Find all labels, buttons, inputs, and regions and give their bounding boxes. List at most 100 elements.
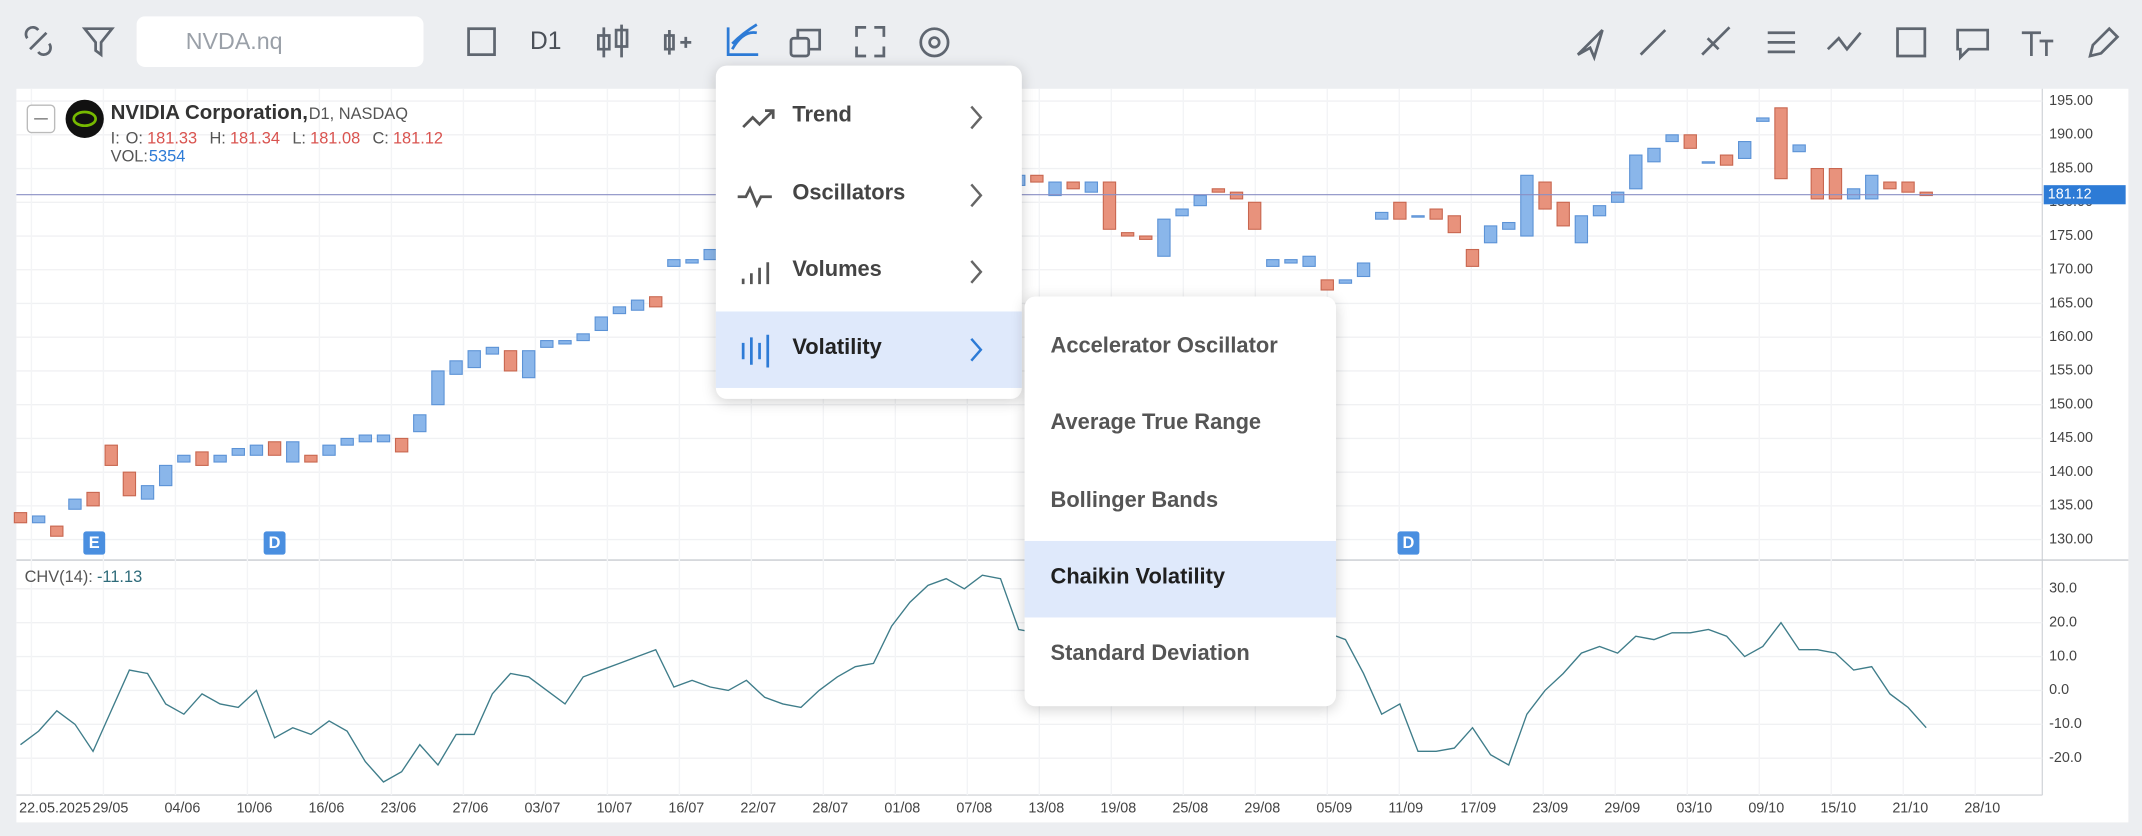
candle	[1738, 141, 1752, 159]
fullscreen-icon[interactable]	[855, 25, 886, 58]
symbol-name: NVIDIA Corporation,	[111, 101, 308, 124]
menu-chevron	[970, 105, 983, 130]
filter-icon[interactable]	[81, 27, 115, 58]
quote-prefix: I:	[111, 130, 120, 148]
candle	[177, 454, 191, 463]
menu-item[interactable]: Trend	[716, 79, 1022, 156]
candle	[1556, 201, 1570, 227]
draw-callout-icon[interactable]	[1956, 28, 1990, 61]
settings-icon[interactable]	[919, 27, 950, 58]
date-label: 03/07	[524, 801, 560, 817]
add-indicator-icon[interactable]	[663, 30, 692, 55]
price-tick-label: 160.00	[2049, 329, 2093, 345]
quote-label: L:	[292, 130, 306, 148]
candle	[122, 471, 137, 497]
menu-icons	[737, 182, 983, 208]
candle	[594, 316, 608, 332]
submenu-item-label: Accelerator Oscillator	[1050, 334, 1278, 358]
candle	[1266, 259, 1280, 267]
candle	[158, 464, 173, 487]
event-marker[interactable]	[1397, 531, 1420, 555]
event-marker[interactable]	[83, 531, 106, 555]
volume-label: VOL:	[111, 147, 148, 165]
candle	[1610, 191, 1625, 203]
candle	[467, 350, 481, 369]
indicator-submenu: Accelerator Oscillator Average True Range…	[1024, 296, 1337, 707]
submenu-item-label: Bollinger Bands	[1050, 488, 1219, 512]
link-icon[interactable]	[24, 25, 52, 56]
candle	[521, 350, 536, 379]
date-label: 10/07	[596, 801, 632, 817]
submenu-item[interactable]: Chaikin Volatility	[1024, 540, 1337, 618]
candle	[1429, 208, 1443, 220]
candle	[1084, 181, 1099, 193]
candle	[1247, 201, 1262, 230]
draw-text-icon[interactable]	[2021, 31, 2054, 57]
search-box[interactable]: NVDA.nq	[136, 16, 424, 67]
submenu-item[interactable]: Accelerator Oscillator	[1025, 310, 1336, 387]
last-price-box	[2043, 185, 2126, 205]
date-label: 22.05.2025	[19, 801, 91, 817]
candle	[1756, 117, 1770, 122]
price-tick-label: 135.00	[2049, 498, 2093, 514]
candle	[1719, 154, 1734, 166]
candle	[140, 485, 155, 500]
candle	[304, 454, 318, 463]
menu-item[interactable]: Volumes	[716, 234, 1022, 311]
price-tick-label: 175.00	[2049, 228, 2093, 244]
draw-ray-icon[interactable]	[1576, 29, 1604, 62]
candle	[1683, 134, 1697, 149]
candle	[267, 441, 282, 456]
menu-item[interactable]: Oscillators	[716, 156, 1022, 233]
menu-chevron	[970, 182, 983, 207]
draw-line-icon[interactable]	[1639, 29, 1667, 56]
draw-fib-icon[interactable]	[1767, 31, 1796, 54]
submenu-item[interactable]: Standard Deviation	[1025, 618, 1336, 695]
candle	[50, 525, 64, 537]
menu-icon	[737, 184, 772, 208]
candle	[1792, 144, 1806, 153]
price-tick-label: 140.00	[2049, 464, 2093, 480]
date-label: 16/06	[308, 801, 344, 817]
candle	[1375, 211, 1389, 220]
price-tick-label: 150.00	[2049, 396, 2093, 412]
date-label: 09/10	[1748, 801, 1784, 817]
candle	[1066, 181, 1080, 190]
candle	[576, 333, 590, 342]
compare-icon[interactable]	[789, 36, 811, 58]
event-marker[interactable]	[263, 531, 286, 555]
candle	[630, 299, 645, 311]
draw-channel-icon[interactable]	[1701, 26, 1731, 56]
candle	[1302, 255, 1316, 267]
date-label: 19/08	[1100, 801, 1136, 817]
menu-item-label: Oscillators	[792, 181, 906, 205]
draw-brush-icon[interactable]	[2088, 26, 2120, 58]
submenu-item[interactable]: Bollinger Bands	[1025, 464, 1336, 541]
candle	[1356, 262, 1371, 278]
draw-pattern-icon[interactable]	[1826, 31, 1862, 52]
chart-type-icon[interactable]	[467, 27, 496, 57]
candle	[394, 437, 409, 453]
indicator-menu: Trend Oscillators Volumes Volatility	[715, 65, 1022, 399]
candle	[13, 512, 28, 524]
candles-icon[interactable]	[596, 24, 629, 58]
menu-item[interactable]: Volatility	[715, 310, 1022, 388]
candle	[431, 370, 445, 406]
indicators-icon[interactable]	[726, 23, 759, 57]
submenu-item[interactable]: Average True Range	[1025, 387, 1336, 464]
timeframe-button[interactable]: D1	[530, 27, 562, 55]
candle	[1320, 279, 1334, 291]
candle	[195, 451, 209, 466]
draw-shape-icon[interactable]	[1896, 27, 1927, 58]
candle	[1048, 181, 1062, 197]
candle	[1774, 107, 1788, 180]
candle	[358, 434, 373, 443]
date-label: 11/09	[1388, 801, 1423, 817]
compare-icon-back	[796, 28, 822, 51]
candle	[86, 491, 100, 507]
candle	[376, 434, 391, 443]
indicator-line	[20, 574, 1927, 783]
date-label: 28/07	[812, 801, 848, 817]
date-label: 04/06	[164, 801, 200, 817]
candle	[1284, 259, 1298, 264]
